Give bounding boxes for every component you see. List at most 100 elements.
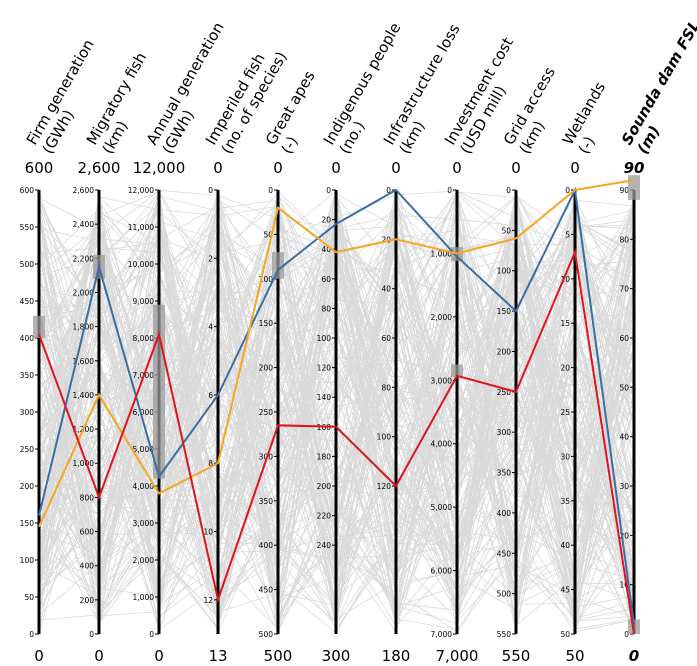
tick-label: 20 (381, 235, 391, 244)
tick-label: 15 (560, 319, 570, 328)
tick-label: 0 (326, 186, 331, 195)
tick-label: 500 (259, 630, 274, 639)
tick-label: 250 (20, 445, 35, 454)
tick-label: 8 (208, 459, 213, 468)
tick-label: 4,000 (431, 440, 453, 449)
axis-bottom-label: 180 (382, 647, 411, 665)
tick-label: 1,800 (73, 323, 95, 332)
tick-label: 2 (208, 254, 213, 263)
tick-label: 140 (317, 393, 332, 402)
axis-title: Wetlands(-) (559, 79, 625, 157)
axis-top-label: 0 (213, 159, 223, 177)
tick-label: 30 (560, 452, 570, 461)
tick-label: 100 (259, 275, 274, 284)
tick-label: 200 (259, 364, 274, 373)
tick-label: 250 (259, 408, 274, 417)
tick-label: 250 (497, 388, 512, 397)
tick-label: 100 (20, 556, 35, 565)
tick-label: 200 (497, 347, 512, 356)
tick-label: 0 (386, 186, 391, 195)
tick-label: 350 (20, 371, 35, 380)
tick-label: 0 (447, 186, 452, 195)
tick-label: 12,000 (128, 186, 154, 195)
highlighted-lines (38, 179, 635, 635)
tick-label: 200 (20, 482, 35, 491)
tick-label: 80 (321, 304, 331, 313)
tick-label: 100 (317, 334, 332, 343)
tick-label: 0 (149, 630, 154, 639)
tick-label: 240 (317, 541, 332, 550)
tick-label: 50 (24, 593, 34, 602)
tick-label: 60 (321, 275, 331, 284)
tick-label: 1,000 (133, 593, 155, 602)
tick-label: 450 (20, 297, 35, 306)
tick-label: 0 (268, 186, 273, 195)
tick-label: 40 (619, 433, 629, 442)
tick-label: 150 (259, 319, 274, 328)
tick-label: 450 (259, 586, 274, 595)
tick-label: 10,000 (128, 260, 154, 269)
tick-label: 4 (208, 323, 213, 332)
tick-label: 2,000 (73, 288, 95, 297)
tick-label: 550 (497, 630, 512, 639)
tick-label: 0 (89, 630, 94, 639)
tick-label: 6,000 (133, 408, 155, 417)
range-marker (628, 175, 640, 200)
tick-label: 10 (203, 528, 213, 537)
tick-label: 40 (321, 245, 331, 254)
axis-bottom-label: 7,000 (436, 647, 479, 665)
tick-label: 80 (381, 383, 391, 392)
axis-top-label: 12,000 (133, 159, 186, 177)
tick-label: 60 (619, 334, 629, 343)
tick-label: 5,000 (431, 503, 453, 512)
tick-label: 400 (259, 541, 274, 550)
tick-label: 50 (501, 226, 511, 235)
tick-label: 5,000 (133, 445, 155, 454)
axis-top-label: 0 (452, 159, 462, 177)
tick-label: 120 (377, 482, 392, 491)
tick-label: 180 (317, 452, 332, 461)
tick-label: 350 (497, 469, 512, 478)
axis-bottom-label: 0 (94, 647, 104, 665)
axis-top-label: 0 (331, 159, 341, 177)
tick-label: 1,400 (73, 391, 95, 400)
tick-label: 50 (619, 383, 629, 392)
tick-label: 1,000 (73, 459, 95, 468)
tick-label: 150 (20, 519, 35, 528)
tick-label: 8,000 (133, 334, 155, 343)
axis-bottom-label: 500 (264, 647, 293, 665)
range-marker (272, 252, 284, 279)
tick-label: 220 (317, 512, 332, 521)
tick-label: 1,600 (73, 357, 95, 366)
tick-label: 2,400 (73, 220, 95, 229)
tick-label: 45 (560, 586, 570, 595)
tick-label: 600 (80, 528, 95, 537)
axis-top-label: 0 (511, 159, 521, 177)
axis-top-label: 0 (391, 159, 401, 177)
tick-label: 100 (377, 433, 392, 442)
tick-label: 12 (203, 596, 213, 605)
axis-end-labels: 60002,600012,000001305000300018007,00005… (25, 159, 645, 665)
axis-titles: Firm generation(GWh) Migratory fish(km) An… (23, 17, 697, 157)
tick-label: 600 (20, 186, 35, 195)
tick-label: 50 (263, 230, 273, 239)
tick-label: 7,000 (431, 630, 453, 639)
tick-label: 40 (560, 541, 570, 550)
tick-label: 300 (497, 428, 512, 437)
tick-label: 800 (80, 493, 95, 502)
tick-label: 70 (619, 285, 629, 294)
axis-title: Sounda dam FSL(m) (618, 17, 697, 157)
tick-label: 20 (321, 216, 331, 225)
tick-label: 300 (20, 408, 35, 417)
tick-label: 60 (381, 334, 391, 343)
tick-label: 0 (208, 186, 213, 195)
highlighted-line (38, 179, 635, 528)
axis-top-label: 0 (273, 159, 283, 177)
highlighted-line (38, 248, 635, 635)
tick-label: 40 (381, 285, 391, 294)
axis-bottom-label: 300 (322, 647, 351, 665)
tick-label: 200 (317, 482, 332, 491)
tick-label: 350 (259, 497, 274, 506)
tick-label: 0 (29, 630, 34, 639)
